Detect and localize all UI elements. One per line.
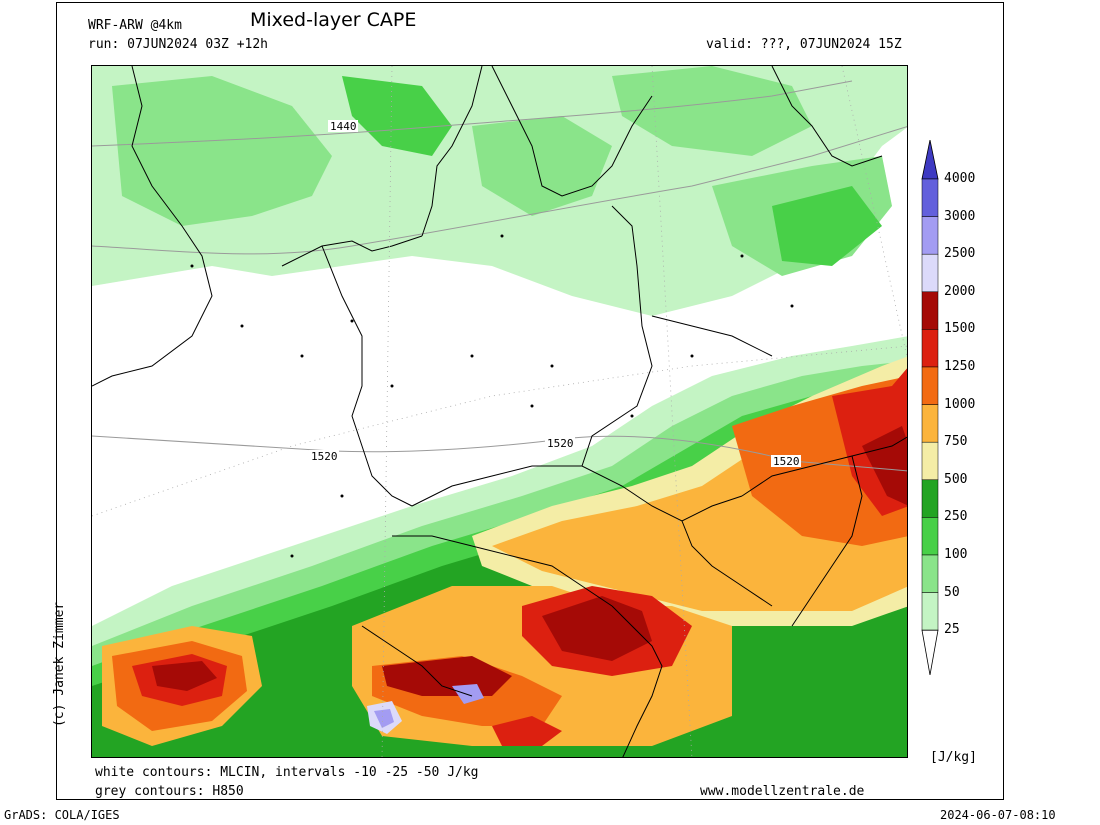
run-label: run: 07JUN2024 03Z +12h <box>88 37 269 52</box>
h850-label-1440: 1440 <box>330 120 357 133</box>
grey-contours-note: grey contours: H850 <box>95 784 244 799</box>
colorbar <box>921 140 939 675</box>
cape-map: 1440 1520 1520 1520 <box>91 65 908 758</box>
colorbar-swatch-25 <box>921 592 939 631</box>
graticule <box>92 66 907 757</box>
credit-label: (c) Janek Zimmer <box>52 601 67 727</box>
colorbar-swatch-3000 <box>921 178 939 217</box>
colorbar-swatch-1500 <box>921 291 939 330</box>
colorbar-label-750: 750 <box>944 434 968 450</box>
colorbar-swatch-100 <box>921 517 939 556</box>
colorbar-swatch-1250 <box>921 329 939 368</box>
colorbar-swatch-250 <box>921 479 939 518</box>
h850-contours <box>92 80 907 472</box>
colorbar-label-25: 25 <box>944 622 960 638</box>
colorbar-swatch-2000 <box>921 253 939 293</box>
colorbar-label-500: 500 <box>944 471 968 487</box>
colorbar-bottom-arrow <box>921 629 939 675</box>
figure-frame <box>56 2 1004 800</box>
colorbar-label-1250: 1250 <box>944 359 976 374</box>
grads-label: GrADS: COLA/IGES <box>4 808 120 822</box>
colorbar-label-100: 100 <box>944 547 968 562</box>
colorbar-swatch-1000 <box>921 366 939 405</box>
h850-label-1520-east: 1520 <box>773 455 800 468</box>
colorbar-label-3000: 3000 <box>944 208 976 224</box>
cape-field-high <box>367 684 484 734</box>
colorbar-label-1000: 1000 <box>944 396 976 412</box>
colorbar-label-250: 250 <box>944 509 968 525</box>
colorbar-swatch-500 <box>921 441 939 481</box>
colorbar-swatch-50 <box>921 554 939 593</box>
colorbar-swatch-750 <box>921 404 939 443</box>
colorbar-unit: [J/kg] <box>930 750 977 765</box>
white-contours-note: white contours: MLCIN, intervals -10 -25… <box>95 765 479 780</box>
h850-label-1520-west: 1520 <box>311 450 338 463</box>
colorbar-swatch-2500 <box>921 216 939 255</box>
website-label: www.modellzentrale.de <box>700 784 865 799</box>
model-label: WRF-ARW @4km <box>88 18 182 33</box>
chart-title: Mixed-layer CAPE <box>250 9 417 31</box>
colorbar-top-arrow <box>921 140 939 180</box>
timestamp-label: 2024-06-07-08:10 <box>940 808 1056 822</box>
colorbar-label-1500: 1500 <box>944 321 976 337</box>
colorbar-label-50: 50 <box>944 584 960 600</box>
coastlines-borders <box>92 66 907 757</box>
h850-label-1520-center: 1520 <box>547 437 574 450</box>
cape-field-north <box>92 66 907 316</box>
colorbar-label-2500: 2500 <box>944 246 976 262</box>
cape-field-south-warm <box>102 356 907 746</box>
colorbar-label-4000: 4000 <box>944 171 976 186</box>
city-markers <box>190 234 794 558</box>
colorbar-label-2000: 2000 <box>944 283 976 299</box>
valid-label: valid: ???, 07JUN2024 15Z <box>706 37 902 52</box>
